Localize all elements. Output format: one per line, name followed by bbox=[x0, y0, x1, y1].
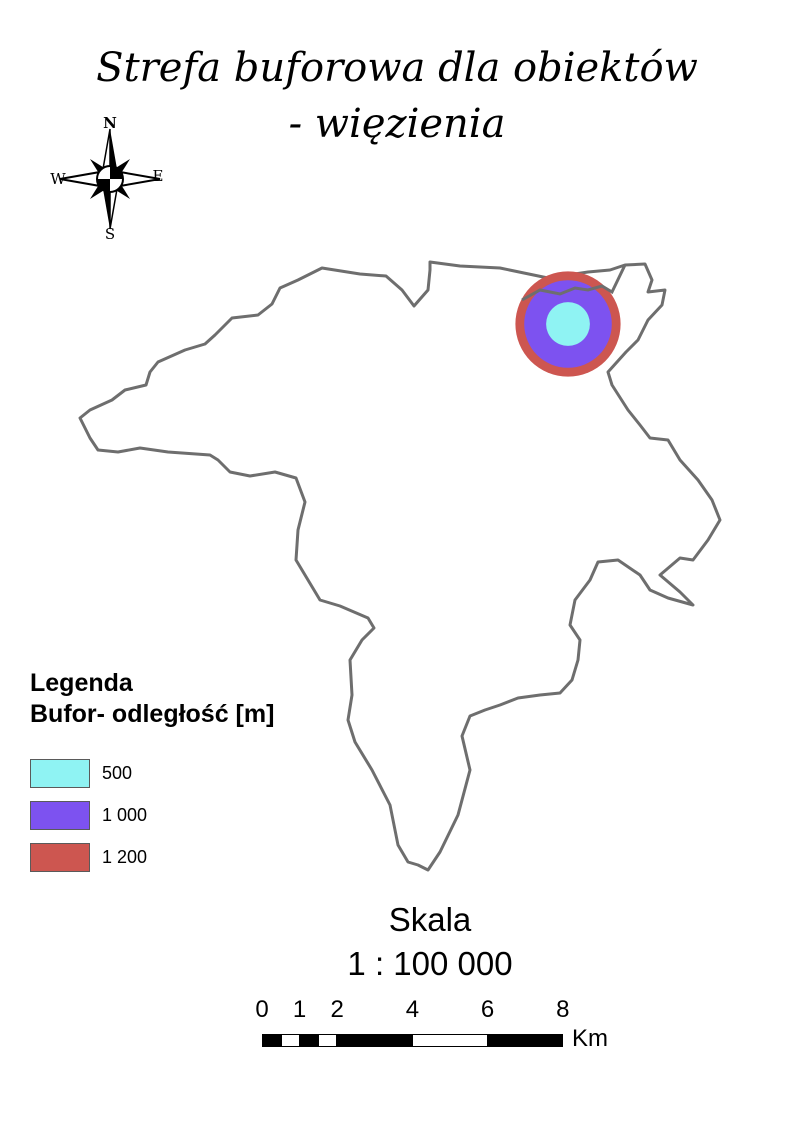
legend-item: 1 000 bbox=[30, 794, 274, 836]
map-title-line-1: Strefa buforowa dla obiektów bbox=[96, 45, 698, 91]
scale-tick-label: 1 bbox=[292, 996, 307, 1023]
legend-subtitle: Bufor- odległość [m] bbox=[30, 700, 275, 728]
scale-unit-label: Km bbox=[572, 1025, 608, 1052]
scale-tick-label: 2 bbox=[330, 996, 344, 1023]
scale-bar-segment bbox=[337, 1034, 413, 1047]
scale-bar-segment bbox=[280, 1034, 300, 1047]
legend-title: Legenda bbox=[30, 669, 133, 697]
map-title-line-2: - więzienia bbox=[288, 101, 506, 147]
scale-tick-label: 4 bbox=[405, 996, 420, 1023]
legend-items: 500 1 000 1 200 bbox=[30, 752, 274, 878]
legend-swatch bbox=[30, 758, 90, 788]
legend-item: 1 200 bbox=[30, 836, 274, 878]
legend-item-label: 500 bbox=[102, 762, 133, 783]
scale-label: Skala bbox=[388, 901, 472, 938]
buffer-zones bbox=[515, 264, 627, 377]
scale-tick-label: 0 bbox=[255, 996, 269, 1023]
boundary-segment bbox=[521, 264, 627, 302]
scale-bar-segment bbox=[412, 1034, 488, 1047]
scale-bar-segment bbox=[262, 1034, 281, 1047]
scale-bar-segment bbox=[318, 1034, 338, 1047]
compass-south-label: S bbox=[105, 225, 115, 242]
legend: Legenda Bufor- odległość [m] 500 1 000 1… bbox=[30, 668, 274, 878]
compass-west-label: W bbox=[50, 170, 66, 188]
buffer-ring-500 bbox=[546, 302, 590, 346]
compass-rose-icon: N S W E bbox=[50, 116, 164, 242]
compass-north-label: N bbox=[103, 116, 117, 132]
scale-bar-segment bbox=[299, 1034, 319, 1047]
map-title: Strefa buforowa dla obiektów - więzienia bbox=[0, 40, 794, 152]
scale-tick-label: 6 bbox=[480, 996, 495, 1023]
scale-tick-label: 8 bbox=[556, 996, 570, 1023]
legend-swatch bbox=[30, 842, 90, 872]
region-boundary bbox=[78, 260, 722, 872]
legend-item-label: 1 000 bbox=[102, 804, 148, 825]
legend-item-label: 1 200 bbox=[102, 846, 148, 867]
legend-swatch bbox=[30, 800, 90, 830]
scale-ratio: 1 : 100 000 bbox=[347, 945, 513, 982]
compass-east-label: E bbox=[153, 167, 164, 185]
legend-item: 500 bbox=[30, 752, 274, 794]
scale-bar-segment bbox=[487, 1034, 563, 1047]
